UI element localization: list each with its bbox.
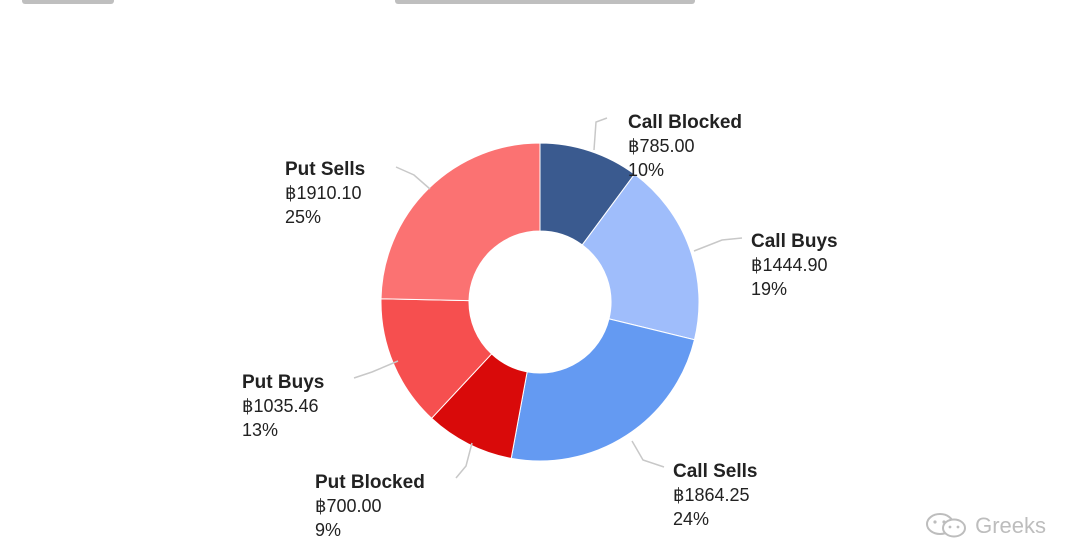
leader-line bbox=[593, 117, 608, 151]
slice-labels: Call Blocked ฿785.00 10% Call Buys ฿1444.90 1… bbox=[242, 112, 838, 540]
slice-percent: 19% bbox=[751, 279, 787, 299]
slice-label: Put Blocked ฿700.00 9% bbox=[315, 472, 425, 540]
slice-percent: 25% bbox=[285, 207, 321, 227]
slice-label: Call Buys ฿1444.90 19% bbox=[751, 231, 838, 299]
leader-lines bbox=[353, 117, 743, 479]
slice-label: Put Sells ฿1910.10 25% bbox=[285, 159, 365, 227]
slice-name: Call Sells bbox=[673, 461, 758, 482]
slice-name: Put Blocked bbox=[315, 472, 425, 493]
slice-call-buys bbox=[581, 173, 700, 341]
slice-label: Call Blocked ฿785.00 10% bbox=[628, 112, 742, 180]
wechat-icon bbox=[926, 513, 967, 538]
donut-slices bbox=[380, 142, 700, 462]
watermark-text: Greeks bbox=[975, 513, 1046, 538]
leader-line bbox=[455, 442, 473, 479]
slice-name: Put Buys bbox=[242, 372, 324, 393]
slice-percent: 10% bbox=[628, 160, 664, 180]
slice-percent: 24% bbox=[673, 509, 709, 529]
header-fragment-left bbox=[22, 0, 114, 4]
slice-name: Call Buys bbox=[751, 231, 838, 252]
slice-percent: 9% bbox=[315, 520, 341, 540]
slice-value: ฿1035.46 bbox=[242, 396, 319, 416]
slice-label: Call Sells ฿1864.25 24% bbox=[673, 461, 758, 529]
leader-line bbox=[631, 440, 665, 468]
slice-value: ฿785.00 bbox=[628, 136, 695, 156]
leader-line bbox=[395, 166, 431, 190]
watermark: Greeks bbox=[925, 513, 1046, 539]
leader-line bbox=[353, 360, 399, 379]
slice-name: Put Sells bbox=[285, 159, 365, 180]
slice-value: ฿1910.10 bbox=[285, 183, 362, 203]
slice-name: Call Blocked bbox=[628, 112, 742, 133]
slice-put-sells bbox=[380, 142, 541, 302]
slice-percent: 13% bbox=[242, 420, 278, 440]
header-fragment-center bbox=[395, 0, 695, 4]
slice-value: ฿1864.25 bbox=[673, 485, 750, 505]
leader-line bbox=[693, 237, 743, 252]
slice-label: Put Buys ฿1035.46 13% bbox=[242, 372, 324, 440]
slice-value: ฿1444.90 bbox=[751, 255, 828, 275]
slice-value: ฿700.00 bbox=[315, 496, 382, 516]
slice-call-sells bbox=[510, 318, 696, 462]
